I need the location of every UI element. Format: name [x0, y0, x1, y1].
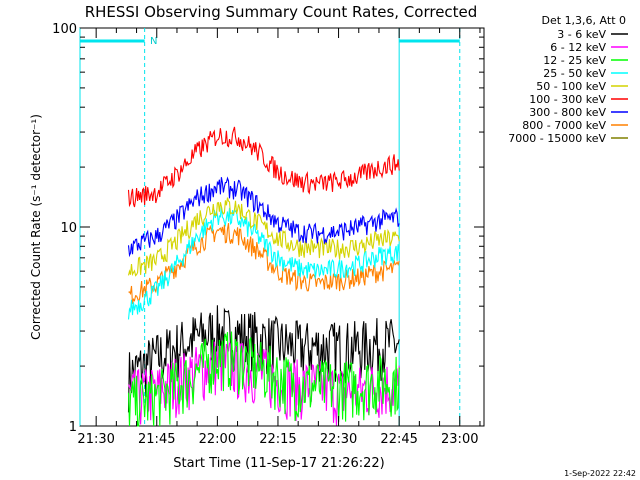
- x-axis-label: Start Time (11-Sep-17 21:26:22): [173, 456, 384, 471]
- legend-label: 7000 - 15000 keV: [508, 132, 606, 145]
- marker-label: N: [150, 36, 157, 47]
- legend-label: 300 - 800 keV: [529, 106, 606, 119]
- y-tick-label: 100: [52, 22, 77, 37]
- x-tick-label: 22:30: [320, 432, 357, 447]
- series-layer: [127, 126, 400, 427]
- x-tick-label: 22:00: [199, 432, 236, 447]
- series-line-3: [127, 206, 400, 320]
- legend-label: 800 - 7000 keV: [522, 119, 606, 132]
- legend-label: 25 - 50 keV: [543, 67, 606, 80]
- x-tick-label: 23:00: [441, 432, 478, 447]
- series-line-6: [127, 176, 400, 258]
- series-line-2: [127, 331, 400, 427]
- legend-label: 50 - 100 keV: [536, 80, 606, 93]
- x-tick-label: 21:45: [138, 432, 175, 447]
- x-tick-label: 22:45: [380, 432, 417, 447]
- series-line-0: [127, 305, 400, 413]
- legend-title: Det 1,3,6, Att 0: [542, 14, 626, 27]
- y-axis-label: Corrected Count Rate (s⁻¹ detector⁻¹): [29, 114, 43, 340]
- chart-title: RHESSI Observing Summary Count Rates, Co…: [85, 3, 478, 21]
- legend-label: 3 - 6 keV: [557, 28, 606, 41]
- legend-label: 100 - 300 keV: [529, 93, 606, 106]
- x-axis: 21:30 21:45 22:00 22:15 22:30 22:45 23:00: [77, 28, 481, 447]
- series-line-7: [128, 223, 400, 305]
- y-tick-label: 10: [60, 221, 77, 236]
- x-tick-label: 21:30: [77, 432, 114, 447]
- y-axis: 1 10 100: [52, 22, 484, 435]
- y-tick-label: 1: [69, 420, 77, 435]
- legend-label: 12 - 25 keV: [543, 54, 606, 67]
- footer-date: 1-Sep-2022 22:42: [564, 469, 636, 478]
- x-tick-label: 22:15: [259, 432, 296, 447]
- legend-label: 6 - 12 keV: [550, 41, 606, 54]
- series-line-4: [127, 197, 400, 277]
- series-line-5: [127, 126, 400, 208]
